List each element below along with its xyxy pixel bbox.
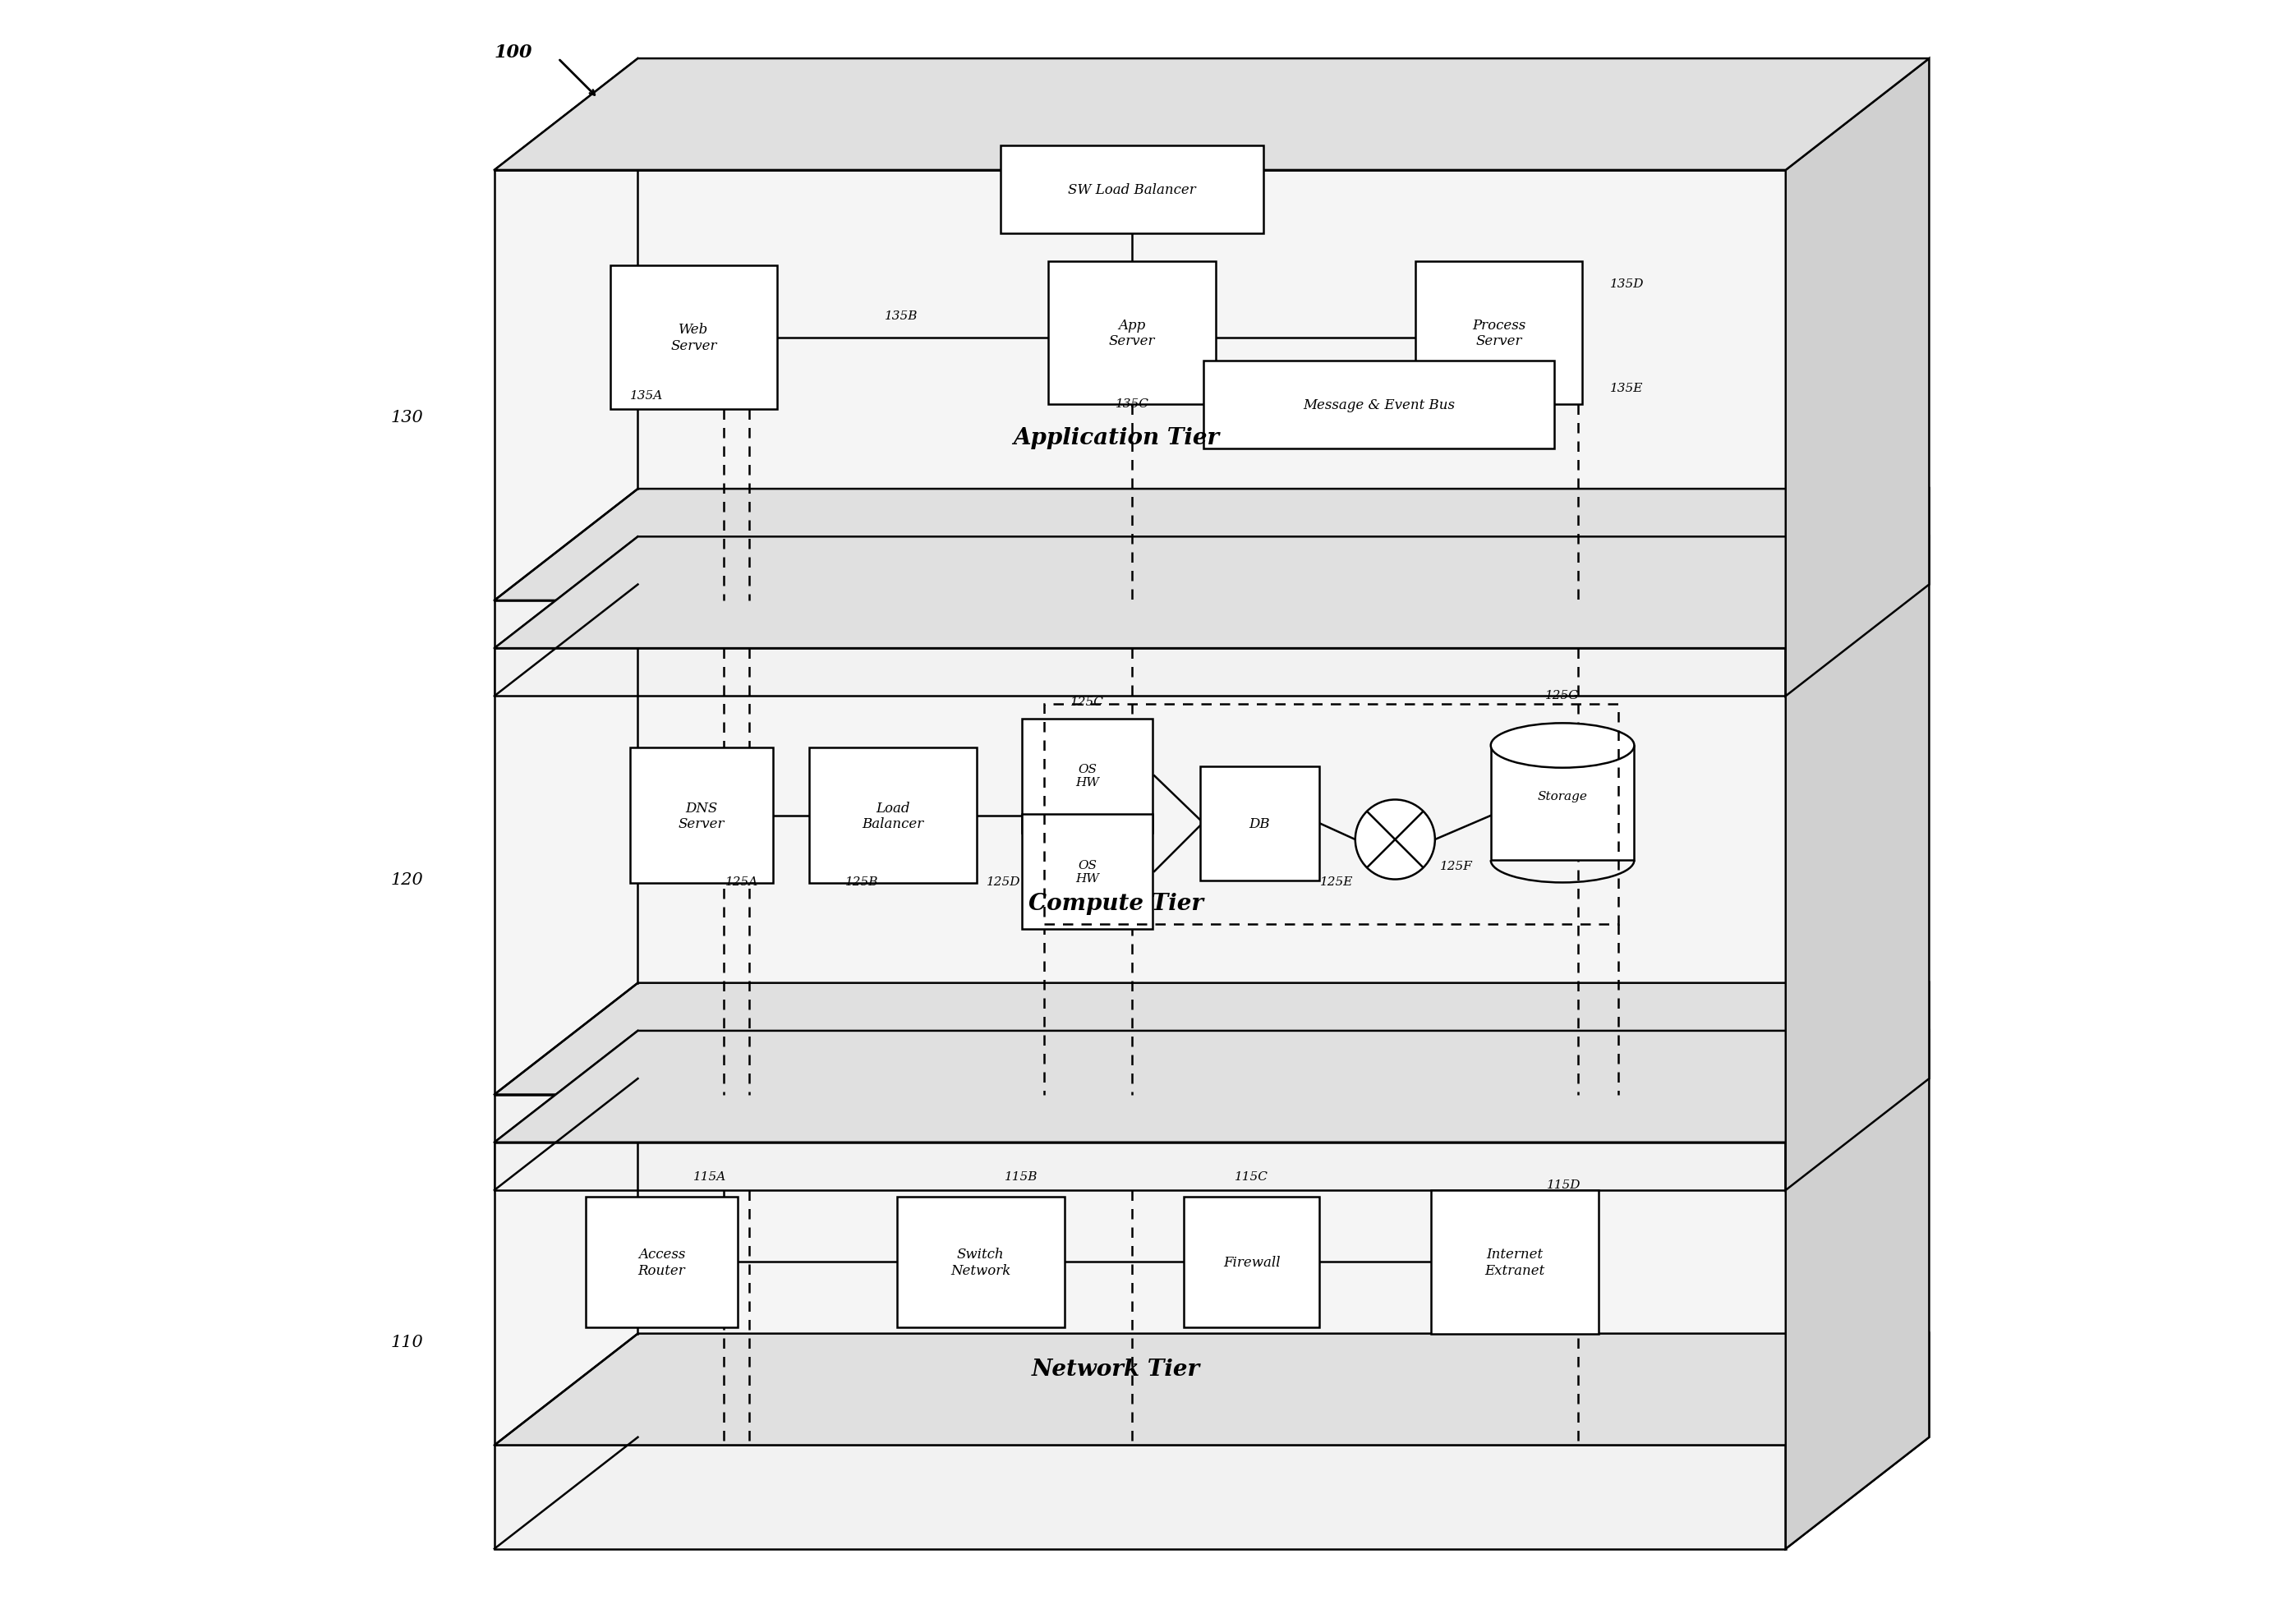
Text: 130: 130 bbox=[390, 410, 422, 426]
Text: 125B: 125B bbox=[845, 877, 879, 888]
Text: 110: 110 bbox=[390, 1334, 422, 1350]
Text: Network Tier: Network Tier bbox=[1031, 1358, 1201, 1379]
Ellipse shape bbox=[1490, 723, 1635, 768]
Text: Process
Server: Process Server bbox=[1472, 318, 1525, 349]
FancyBboxPatch shape bbox=[1001, 146, 1263, 234]
Text: 115A: 115A bbox=[693, 1171, 728, 1182]
FancyBboxPatch shape bbox=[1430, 1190, 1598, 1334]
Text: Web
Server: Web Server bbox=[670, 323, 716, 354]
Polygon shape bbox=[1786, 1334, 1929, 1549]
Text: Switch
Network: Switch Network bbox=[951, 1246, 1010, 1277]
Polygon shape bbox=[494, 648, 1786, 1094]
Polygon shape bbox=[494, 171, 1786, 602]
Text: DNS
Server: DNS Server bbox=[677, 802, 726, 830]
Text: 115D: 115D bbox=[1548, 1179, 1580, 1190]
FancyBboxPatch shape bbox=[1201, 766, 1320, 882]
Text: Storage: Storage bbox=[1538, 790, 1587, 802]
Text: Load
Balancer: Load Balancer bbox=[861, 802, 923, 830]
Text: 125E: 125E bbox=[1320, 877, 1352, 888]
Text: Internet
Extranet: Internet Extranet bbox=[1486, 1246, 1545, 1277]
Polygon shape bbox=[494, 602, 1786, 696]
FancyBboxPatch shape bbox=[1185, 1197, 1320, 1328]
Text: Application Tier: Application Tier bbox=[1013, 427, 1219, 450]
Text: 100: 100 bbox=[494, 43, 533, 61]
Text: 135B: 135B bbox=[884, 310, 918, 322]
Text: 125G: 125G bbox=[1545, 690, 1580, 701]
FancyBboxPatch shape bbox=[1022, 814, 1153, 930]
Polygon shape bbox=[494, 538, 1929, 648]
Text: 135D: 135D bbox=[1609, 278, 1644, 290]
Text: 135C: 135C bbox=[1116, 398, 1148, 410]
Text: 135E: 135E bbox=[1609, 382, 1644, 394]
Text: Message & Event Bus: Message & Event Bus bbox=[1304, 398, 1456, 411]
Polygon shape bbox=[1786, 984, 1929, 1190]
FancyBboxPatch shape bbox=[1022, 718, 1153, 834]
Text: Firewall: Firewall bbox=[1224, 1254, 1281, 1269]
FancyBboxPatch shape bbox=[611, 266, 778, 410]
Text: App
Server: App Server bbox=[1109, 318, 1155, 349]
Circle shape bbox=[1355, 800, 1435, 880]
Text: OS
HW: OS HW bbox=[1075, 859, 1100, 885]
Polygon shape bbox=[494, 59, 1929, 171]
FancyBboxPatch shape bbox=[585, 1197, 737, 1328]
Text: 125A: 125A bbox=[726, 877, 758, 888]
Polygon shape bbox=[1786, 1030, 1929, 1549]
Polygon shape bbox=[494, 1030, 1929, 1142]
FancyBboxPatch shape bbox=[898, 1197, 1065, 1328]
Polygon shape bbox=[494, 490, 1929, 602]
FancyBboxPatch shape bbox=[1414, 261, 1582, 405]
Text: 125C: 125C bbox=[1070, 696, 1104, 707]
Bar bbox=[1490, 746, 1635, 861]
Text: 115C: 115C bbox=[1235, 1171, 1267, 1182]
Polygon shape bbox=[494, 1334, 1929, 1445]
Polygon shape bbox=[494, 984, 1929, 1094]
Text: OS
HW: OS HW bbox=[1075, 763, 1100, 789]
Text: Compute Tier: Compute Tier bbox=[1029, 893, 1203, 915]
Text: 125F: 125F bbox=[1440, 861, 1472, 872]
Polygon shape bbox=[494, 1142, 1786, 1445]
FancyBboxPatch shape bbox=[1203, 362, 1554, 448]
Text: 125D: 125D bbox=[987, 877, 1019, 888]
Polygon shape bbox=[494, 1445, 1786, 1549]
Polygon shape bbox=[1786, 538, 1929, 1190]
FancyBboxPatch shape bbox=[1049, 261, 1217, 405]
FancyBboxPatch shape bbox=[808, 749, 976, 883]
Text: DB: DB bbox=[1249, 818, 1270, 830]
Polygon shape bbox=[494, 1094, 1786, 1190]
Text: 120: 120 bbox=[390, 872, 422, 888]
Polygon shape bbox=[1786, 59, 1929, 696]
Text: SW Load Balancer: SW Load Balancer bbox=[1068, 182, 1196, 197]
FancyBboxPatch shape bbox=[629, 749, 774, 883]
Text: 115B: 115B bbox=[1006, 1171, 1038, 1182]
Polygon shape bbox=[1786, 490, 1929, 696]
Text: Access
Router: Access Router bbox=[638, 1246, 687, 1277]
Text: 135A: 135A bbox=[629, 390, 664, 402]
